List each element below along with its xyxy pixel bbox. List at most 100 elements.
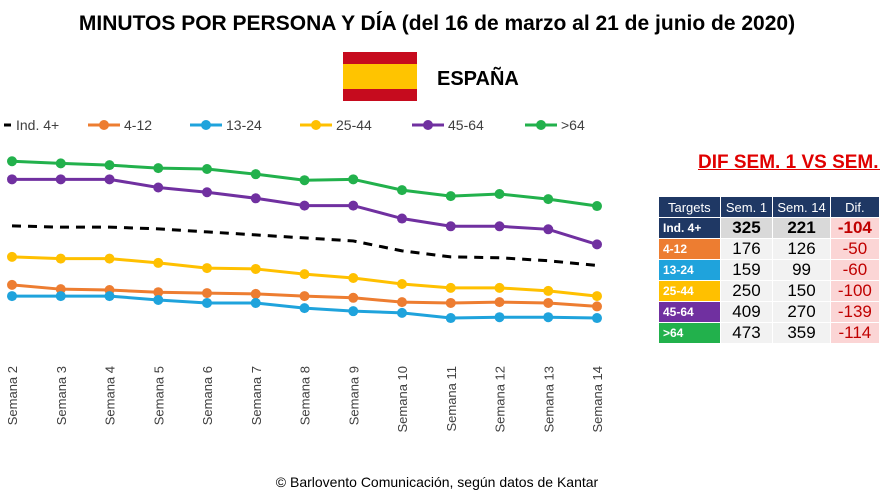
point [7,279,17,290]
point [104,253,115,264]
table-cell: 99 [772,259,831,281]
x-tick-label: Semana 4 [103,366,118,425]
point [348,272,359,283]
x-tick-label: Semana 9 [346,366,361,425]
point [543,312,554,323]
legend-marker [99,120,109,130]
point [202,297,212,308]
table-cell: 126 [772,238,831,260]
point [348,292,359,303]
x-tick-label: Semana 8 [298,366,313,425]
table-cell: 409 [719,301,774,323]
legend-label: Ind. 4+ [16,117,59,133]
point [445,282,456,293]
table-row: Ind. 4+ 325 221 -104 [658,217,880,239]
legend-label: 13-24 [226,117,262,133]
point [104,160,115,171]
point [55,291,66,302]
table-cell: -50 [829,238,880,260]
table-row: 13-24 159 99 -60 [658,259,880,281]
table-cell: >64 [658,322,721,344]
point [445,297,456,308]
point [592,291,602,302]
legend-label: 25-44 [336,117,372,133]
point [592,301,602,312]
table-cell: 13-24 [658,259,721,281]
point [397,297,407,308]
point [104,174,115,185]
point [445,313,456,324]
table-cell: 325 [719,217,774,239]
point [202,263,212,274]
header-cell: Dif. [829,196,880,218]
table-cell: -104 [829,217,880,239]
point [445,221,456,232]
point [202,288,212,299]
point [153,257,164,268]
point [55,158,66,169]
x-tick-label: Semana 13 [541,366,556,433]
x-tick-label: Semana 12 [493,366,508,433]
table-cell: 4-12 [658,238,721,260]
table: Targets Sem. 1 Sem. 14 Dif. Ind. 4+ 325 221 -10… [658,196,880,344]
header-cell: Targets [658,196,721,218]
point [494,282,505,293]
legend-marker [423,120,433,130]
table-cell: 45-64 [658,301,721,323]
x-tick-label: Semana 10 [395,366,410,433]
table-title: DIF SEM. 1 VS SEM. 14 [698,152,880,173]
subtitle: ESPAÑA [437,67,519,90]
point [55,253,66,264]
point [153,294,164,305]
legend-label: >64 [561,117,585,133]
point [7,156,17,167]
table-row: >64 473 359 -114 [658,322,880,344]
point [55,284,66,295]
point [494,312,505,323]
table-cell: 176 [719,238,774,260]
header-cell: Sem. 14 [772,196,831,218]
table-cell: 250 [719,280,774,302]
point [348,174,359,185]
table-cell: 270 [772,301,831,323]
point [250,263,261,274]
table-row: 25-44 250 150 -100 [658,280,880,302]
table-row: 45-64 409 270 -139 [658,301,880,323]
point [348,306,359,317]
point [7,174,17,185]
point [202,163,212,174]
point [299,303,310,314]
point [153,182,164,193]
legend-marker [201,120,211,130]
point [397,307,407,318]
point [299,200,310,211]
point [250,288,261,299]
legend-marker [536,120,546,130]
table-cell: 473 [719,322,774,344]
flag [343,52,417,101]
point [494,188,505,199]
header-cell: Sem. 1 [719,196,774,218]
series-line [12,177,598,246]
point [592,239,602,250]
point [202,187,212,198]
point [299,175,310,186]
point [250,193,261,204]
header-row: Targets Sem. 1 Sem. 14 Dif. [658,196,880,218]
point [55,174,66,185]
point [104,291,115,302]
legend-label: 45-64 [448,117,484,133]
table-cell: -60 [829,259,880,281]
x-tick-label: Semana 14 [590,366,605,433]
x-tick-label: Semana 5 [151,366,166,425]
point [348,200,359,211]
point [299,269,310,280]
table-cell: Ind. 4+ [658,217,721,239]
point [250,169,261,180]
point [543,194,554,205]
point [543,224,554,235]
x-tick-label: Semana 11 [444,366,459,432]
point [397,185,407,196]
